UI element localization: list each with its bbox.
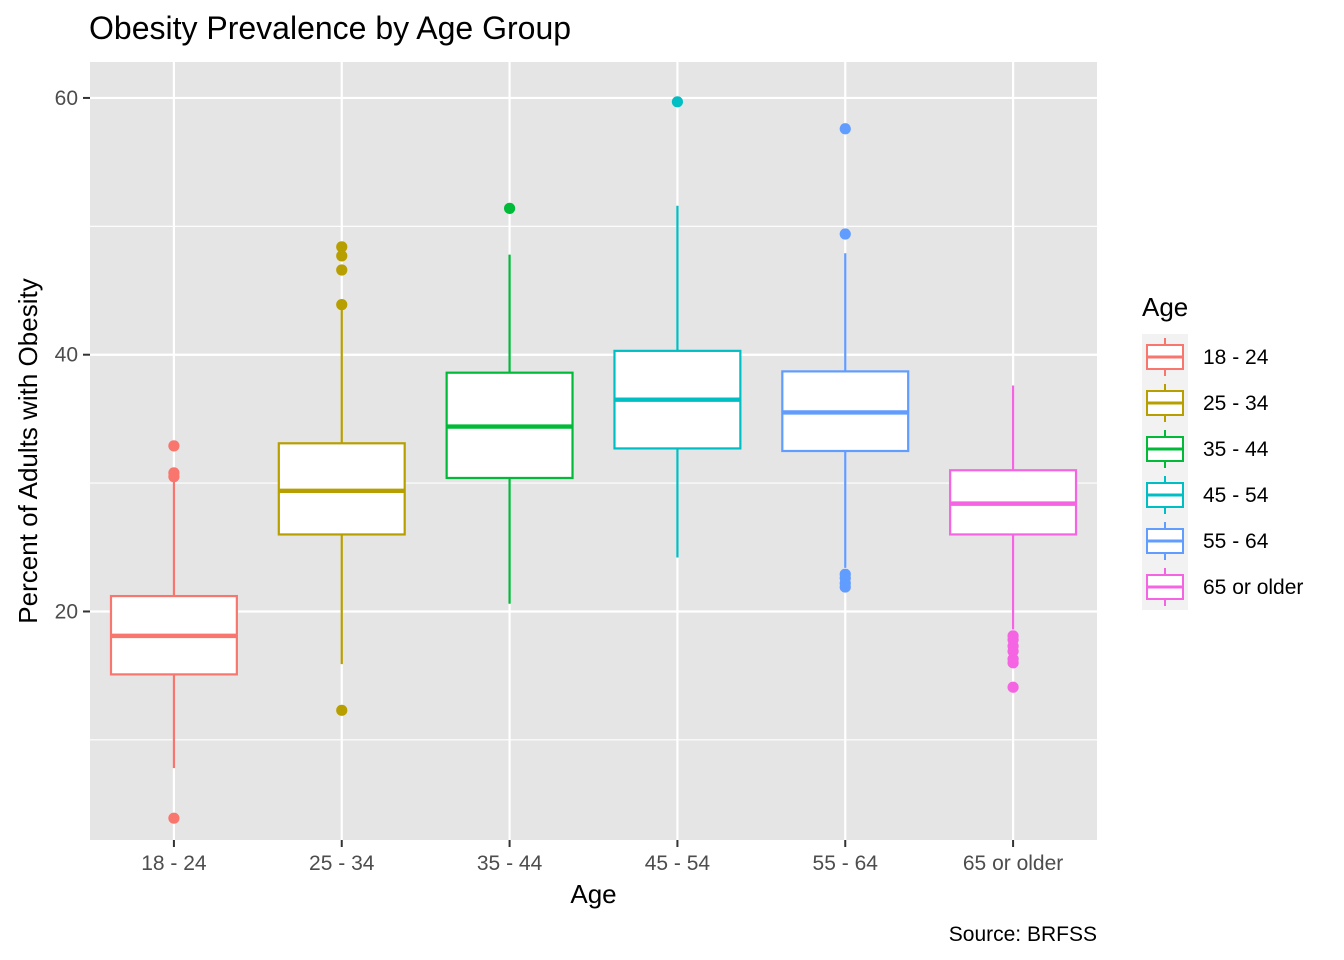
outlier-point xyxy=(336,299,348,311)
x-tick-label: 25 - 34 xyxy=(309,852,375,875)
outlier-point xyxy=(839,568,851,580)
legend-label: 45 - 54 xyxy=(1203,484,1269,507)
outlier-point xyxy=(1007,681,1019,693)
box-series xyxy=(109,96,1078,824)
x-tick-label: 55 - 64 xyxy=(813,852,879,875)
legend-item: 25 - 34 xyxy=(1146,384,1269,422)
legend-label: 18 - 24 xyxy=(1203,346,1269,369)
caption: Source: BRFSS xyxy=(949,923,1097,946)
x-tick-label: 18 - 24 xyxy=(141,852,207,875)
outlier-point xyxy=(671,96,684,108)
legend-item: 35 - 44 xyxy=(1146,430,1269,468)
legend-item: 55 - 64 xyxy=(1146,522,1269,560)
outlier-point xyxy=(168,812,180,824)
legend-key-background xyxy=(1142,334,1188,610)
x-axis-title: Age xyxy=(570,879,616,909)
legend-title: Age xyxy=(1142,292,1188,322)
chart-title: Obesity Prevalence by Age Group xyxy=(89,10,571,46)
legend-item: 18 - 24 xyxy=(1146,338,1269,376)
outlier-point xyxy=(839,228,851,240)
box-group xyxy=(109,440,238,824)
outlier-point xyxy=(839,123,851,135)
outlier-point xyxy=(168,440,180,452)
y-tick-label: 20 xyxy=(55,600,78,623)
box-group xyxy=(613,96,742,558)
outlier-point xyxy=(1007,653,1019,665)
x-axis: 18 - 24 25 - 34 35 - 44 45 - 54 55 - 64 65 or… xyxy=(141,840,1063,875)
outlier-point xyxy=(503,202,516,214)
y-tick-label: 40 xyxy=(55,344,78,367)
plot-background xyxy=(90,62,1097,840)
outlier-point xyxy=(336,241,348,253)
box-group xyxy=(445,202,574,604)
plot-panel xyxy=(90,62,1097,840)
box-group xyxy=(949,385,1078,693)
y-tick-label: 60 xyxy=(55,87,78,110)
x-tick-label: 45 - 54 xyxy=(645,852,711,875)
legend-label: 65 or older xyxy=(1203,576,1303,599)
legend-item: 65 or older xyxy=(1146,568,1303,606)
legend-label: 25 - 34 xyxy=(1203,392,1269,415)
legend: Age 18 - 24 25 - 34 35 - 44 45 - 54 55 - 64 6… xyxy=(1142,292,1303,610)
box-group xyxy=(781,123,910,593)
legend-label: 35 - 44 xyxy=(1203,438,1269,461)
x-tick-label: 65 or older xyxy=(963,852,1063,875)
outlier-point xyxy=(336,250,348,262)
y-axis-title: Percent of Adults with Obesity xyxy=(13,278,43,623)
legend-item: 45 - 54 xyxy=(1146,476,1269,514)
x-tick-label: 35 - 44 xyxy=(477,852,543,875)
outlier-point xyxy=(336,704,348,716)
minor-gridlines xyxy=(90,225,1097,741)
legend-label: 55 - 64 xyxy=(1203,530,1269,553)
box-group xyxy=(277,241,406,716)
outlier-point xyxy=(336,264,348,276)
outlier-point xyxy=(168,467,180,479)
outlier-point xyxy=(1007,630,1019,642)
y-axis: 20 40 60 xyxy=(55,87,90,623)
